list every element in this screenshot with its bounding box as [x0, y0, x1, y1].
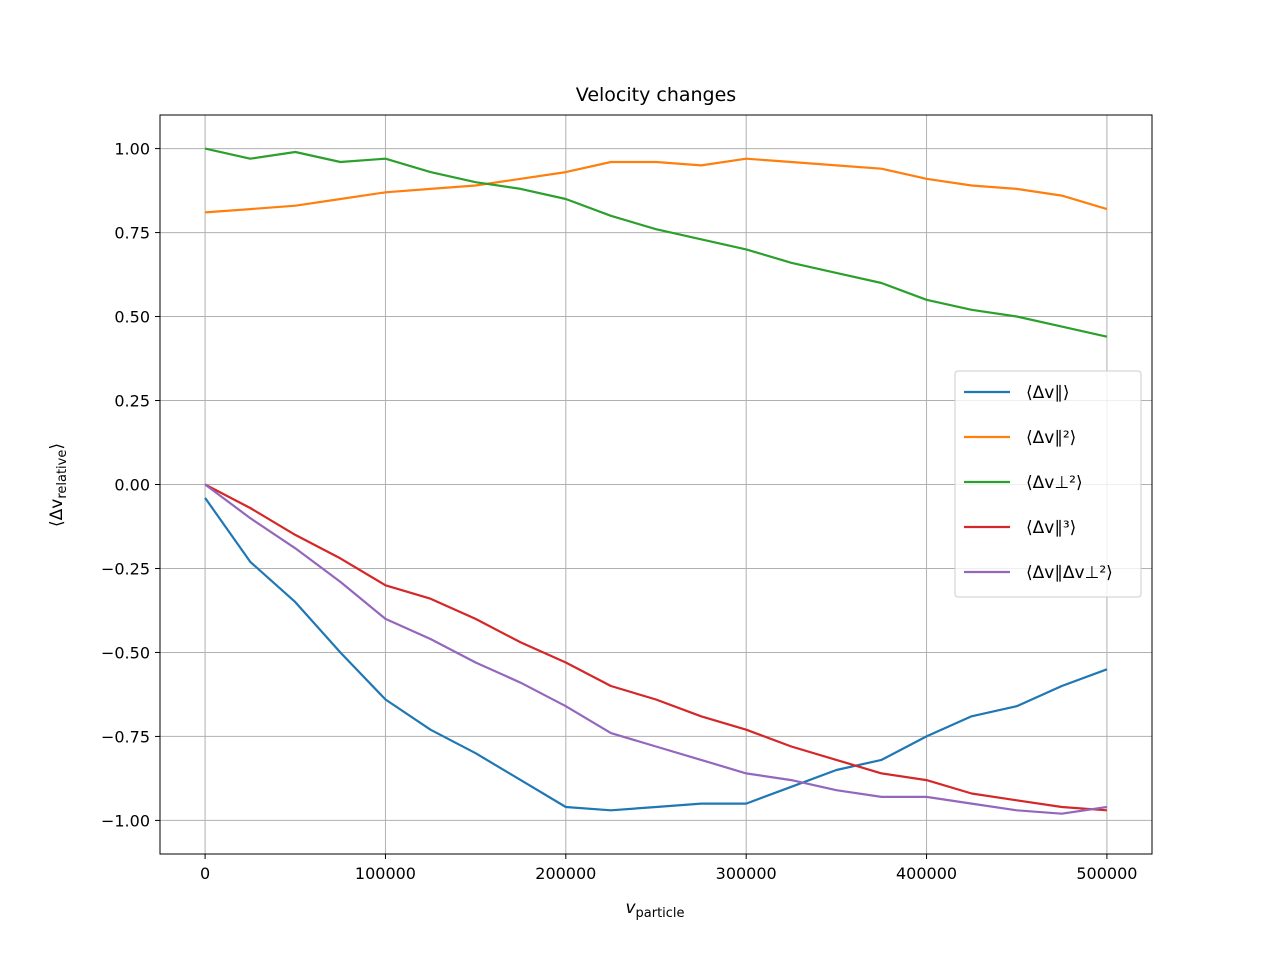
x-tick-label: 400000	[896, 864, 957, 883]
legend: ⟨Δv∥⟩ ⟨Δv∥²⟩ ⟨Δv⊥²⟩ ⟨Δv∥³⟩ ⟨Δv∥Δv⊥²⟩	[954, 370, 1142, 598]
legend-box	[954, 370, 1142, 598]
y-tick-label: 0.00	[114, 476, 150, 495]
y-tick-label: −0.50	[101, 643, 150, 662]
x-tick-label: 200000	[535, 864, 596, 883]
x-axis-label: vparticle	[625, 898, 684, 921]
x-axis: 0 100000 200000 300000 400000 500000	[200, 854, 1137, 883]
y-tick-label: 0.50	[114, 308, 150, 327]
y-tick-label: −1.00	[101, 811, 150, 830]
y-tick-label: −0.25	[101, 559, 150, 578]
series-lines	[204, 147, 1108, 815]
x-tick-label: 500000	[1076, 864, 1137, 883]
series-line-2	[205, 157, 1108, 214]
y-axis: 1.00 0.75 0.50 0.25 0.00 −0.25 −0.50 −0.75 −1.00	[101, 140, 160, 830]
y-tick-label: 0.75	[114, 224, 150, 243]
legend-label-5: ⟨Δv∥Δv⊥²⟩	[1026, 563, 1113, 583]
y-axis-label: ⟨Δvrelative⟩	[47, 443, 70, 527]
series-line-5	[204, 483, 1108, 815]
legend-label-4: ⟨Δv∥³⟩	[1026, 518, 1076, 538]
y-tick-label: −0.75	[101, 727, 150, 746]
series-line-3	[204, 147, 1108, 338]
y-tick-label: 0.25	[114, 392, 150, 411]
legend-label-1: ⟨Δv∥⟩	[1026, 383, 1069, 403]
y-tick-label: 1.00	[114, 140, 150, 159]
series-line-1	[204, 497, 1108, 812]
legend-label-2: ⟨Δv∥²⟩	[1026, 428, 1076, 448]
series-line-4	[204, 483, 1107, 812]
x-tick-label: 100000	[355, 864, 416, 883]
x-tick-label: 300000	[716, 864, 777, 883]
x-tick-label: 0	[200, 864, 210, 883]
chart-title: Velocity changes	[576, 84, 736, 106]
legend-label-3: ⟨Δv⊥²⟩	[1026, 473, 1083, 493]
